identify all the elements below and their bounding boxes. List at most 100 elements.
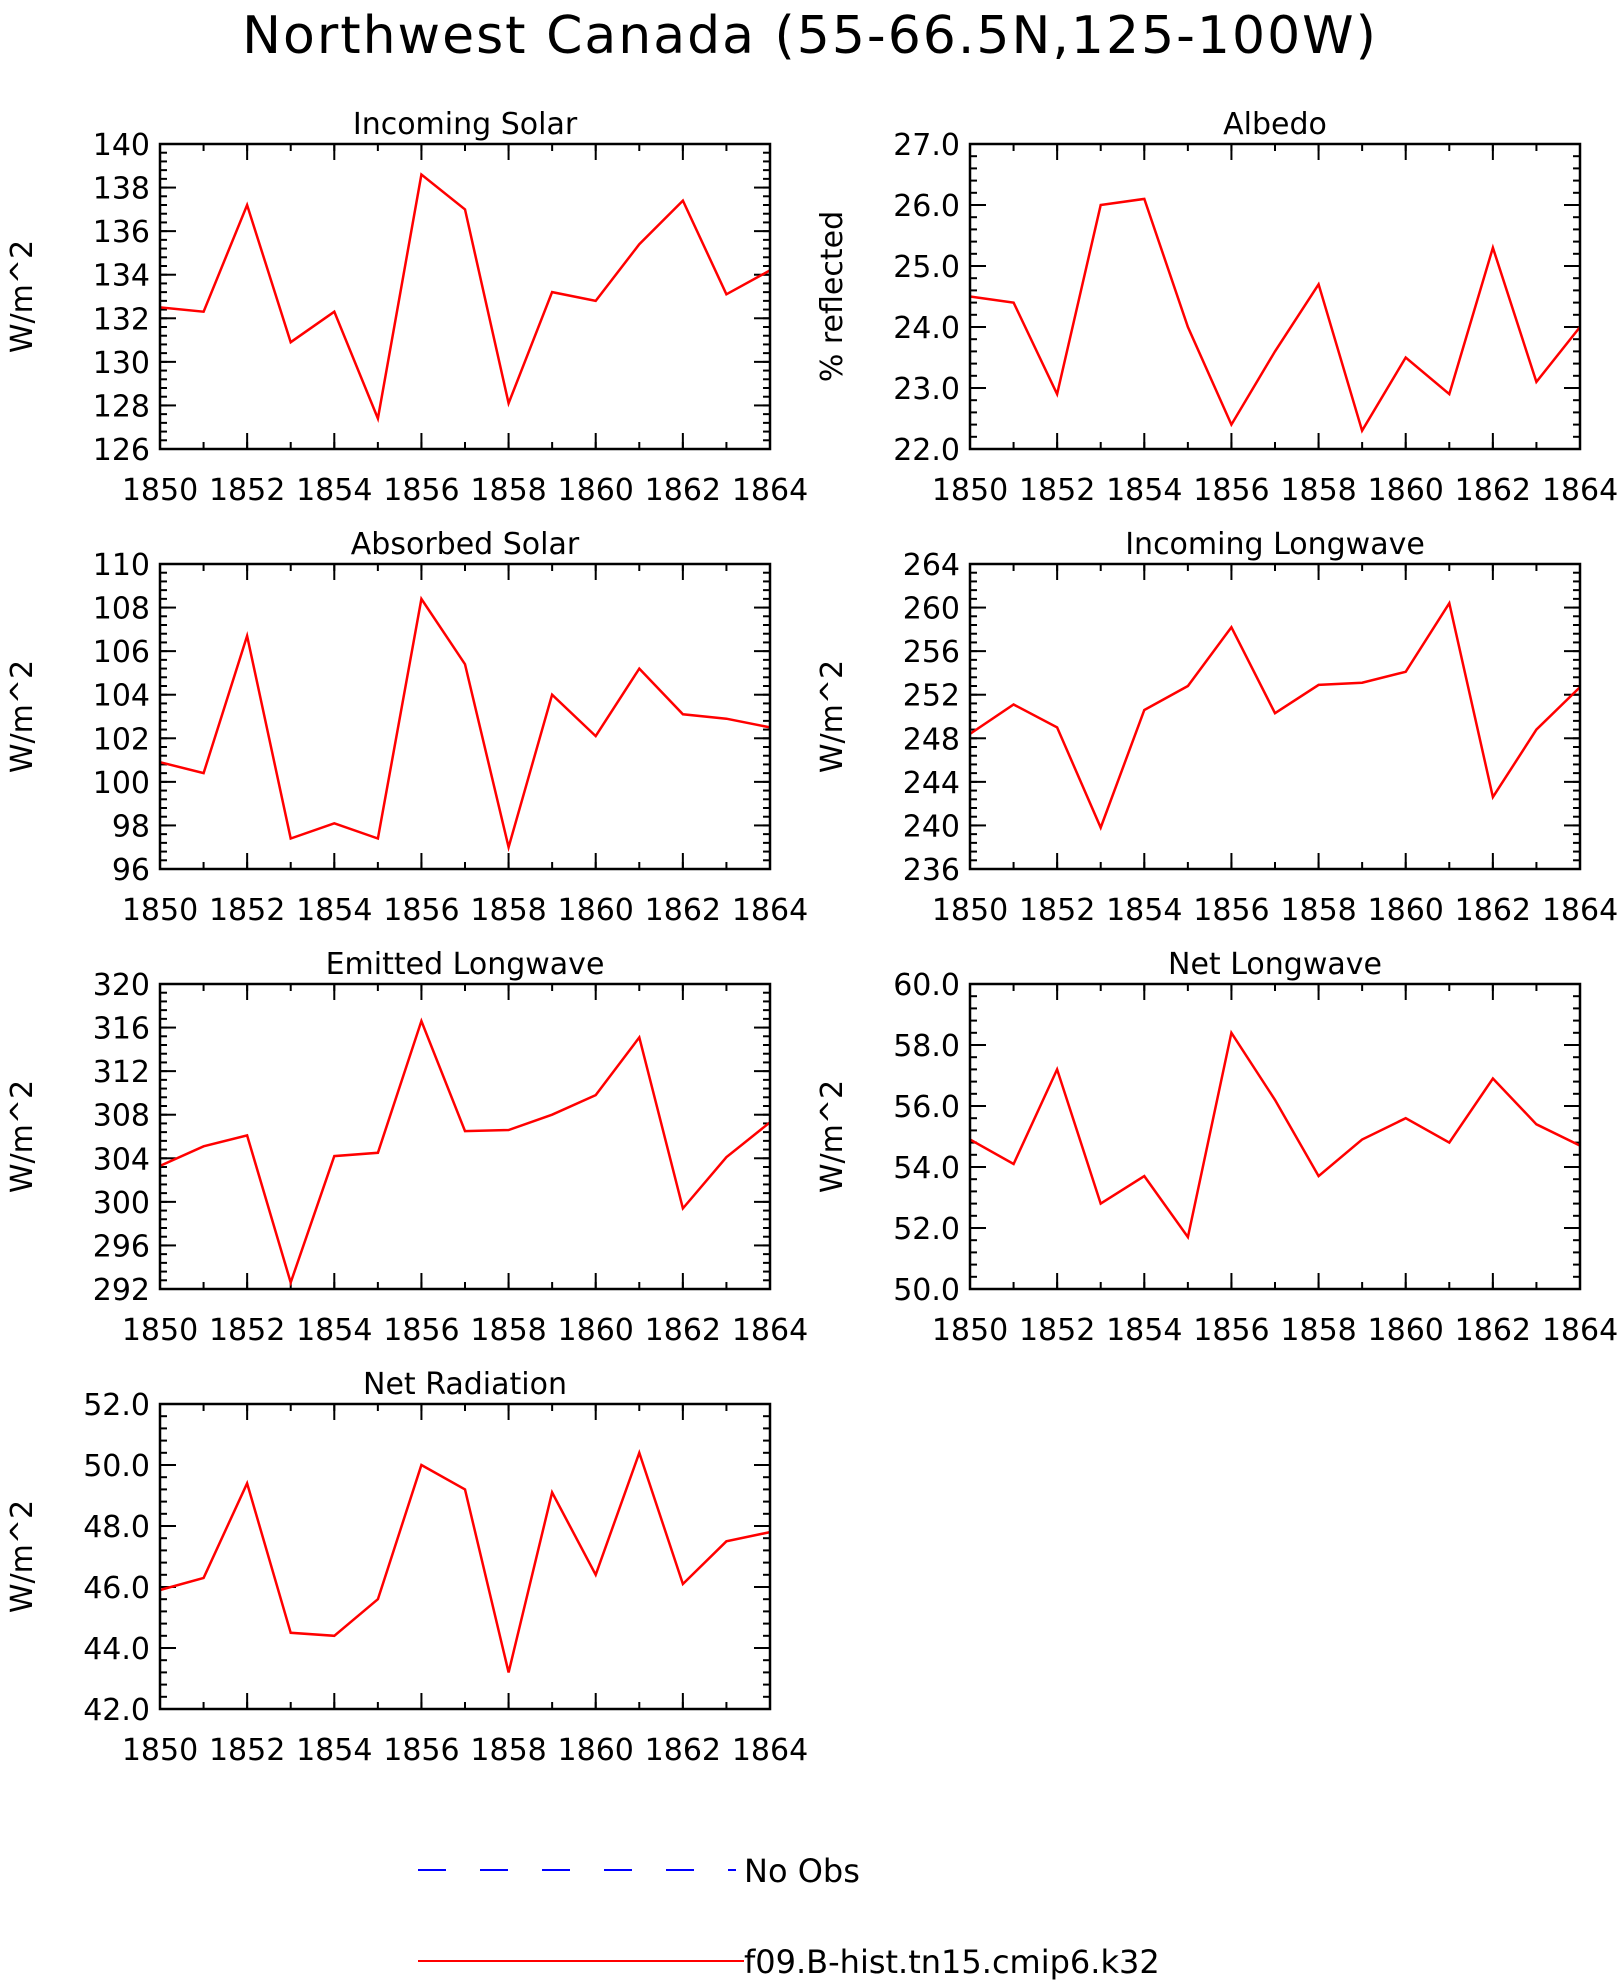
plot-frame [158, 1402, 772, 1711]
x-tick-label: 1856 [383, 893, 459, 928]
x-tick-label: 1864 [732, 893, 808, 928]
y-tick-label: 110 [93, 548, 150, 583]
y-tick-label: 308 [93, 1099, 150, 1134]
x-tick-label: 1852 [209, 473, 285, 508]
y-axis-label: % reflected [815, 211, 850, 382]
legend-model-label: f09.B-hist.tn15.cmip6.k32 [744, 1943, 1160, 1980]
y-tick-label: 52.0 [893, 1212, 960, 1247]
y-tick-label: 26.0 [893, 189, 960, 224]
x-tick-label: 1860 [1368, 1313, 1444, 1348]
y-axis-label: W/m^2 [5, 660, 40, 773]
legend-obs-label: No Obs [744, 1852, 860, 1890]
y-tick-label: 54.0 [893, 1151, 960, 1186]
x-tick-label: 1864 [732, 473, 808, 508]
x-tick-label: 1862 [645, 1313, 721, 1348]
y-tick-label: 44.0 [83, 1632, 150, 1667]
x-tick-label: 1864 [732, 1733, 808, 1768]
y-tick-label: 312 [93, 1055, 150, 1090]
legend: No Obs f09.B-hist.tn15.cmip6.k32 [418, 1852, 1160, 1980]
x-tick-label: 1854 [1106, 473, 1182, 508]
data-series-line [969, 1029, 1581, 1241]
x-tick-label: 1862 [645, 1733, 721, 1768]
plot-frame [968, 982, 1582, 1291]
y-axis-label: W/m^2 [5, 240, 40, 353]
y-tick-label: 320 [93, 968, 150, 1003]
x-tick-label: 1864 [1542, 473, 1618, 508]
y-tick-label: 236 [903, 853, 960, 888]
x-tick-label: 1860 [558, 1313, 634, 1348]
chart-panel-7: Net Radiation W/m^2 42.0 44.0 46.0 48.0 50.0 52… [5, 1367, 808, 1768]
data-series-line [159, 1017, 771, 1287]
x-tick-label: 1850 [122, 473, 198, 508]
x-tick-label: 1856 [1193, 473, 1269, 508]
y-axis-label: W/m^2 [815, 1080, 850, 1193]
chart-title: Absorbed Solar [351, 527, 580, 562]
x-tick-label: 1854 [296, 473, 372, 508]
data-series-line [159, 595, 771, 853]
y-axis-label: W/m^2 [5, 1080, 40, 1193]
y-tick-label: 304 [93, 1142, 150, 1177]
x-tick-label: 1852 [1019, 893, 1095, 928]
x-tick-label: 1854 [1106, 893, 1182, 928]
y-tick-label: 300 [93, 1186, 150, 1221]
x-tick-label: 1858 [470, 473, 546, 508]
plot-frame [968, 142, 1582, 451]
x-tick-label: 1860 [1368, 473, 1444, 508]
y-tick-label: 108 [93, 592, 150, 627]
y-tick-label: 50.0 [83, 1449, 150, 1484]
x-tick-label: 1852 [209, 1313, 285, 1348]
x-tick-label: 1850 [932, 1313, 1008, 1348]
y-tick-label: 52.0 [83, 1388, 150, 1423]
y-tick-label: 106 [93, 635, 150, 670]
x-tick-label: 1850 [122, 1733, 198, 1768]
x-tick-label: 1854 [1106, 1313, 1182, 1348]
x-tick-label: 1858 [1280, 893, 1356, 928]
y-tick-label: 23.0 [893, 372, 960, 407]
x-tick-label: 1854 [296, 1733, 372, 1768]
chart-title: Incoming Longwave [1125, 527, 1425, 562]
chart-title: Net Longwave [1168, 947, 1382, 982]
chart-panel-6: Net Longwave W/m^2 50.0 52.0 54.0 56.0 58.0 60.… [815, 947, 1618, 1348]
x-tick-label: 1860 [558, 473, 634, 508]
y-tick-label: 140 [93, 128, 150, 163]
y-tick-label: 48.0 [83, 1510, 150, 1545]
y-tick-label: 46.0 [83, 1571, 150, 1606]
x-tick-label: 1858 [470, 1733, 546, 1768]
y-tick-label: 252 [903, 679, 960, 714]
chart-title: Net Radiation [363, 1367, 567, 1402]
x-tick-label: 1852 [1019, 1313, 1095, 1348]
y-tick-label: 50.0 [893, 1273, 960, 1308]
chart-panels: Incoming Solar W/m^2 126 128 130 132 134 136 138… [5, 107, 1618, 1768]
plot-frame [158, 982, 772, 1291]
y-tick-label: 104 [93, 679, 150, 714]
y-tick-label: 96 [112, 853, 150, 888]
x-tick-label: 1854 [296, 893, 372, 928]
plot-frame [968, 562, 1582, 871]
y-tick-label: 264 [903, 548, 960, 583]
y-tick-label: 316 [93, 1012, 150, 1047]
chart-title: Emitted Longwave [326, 947, 605, 982]
x-tick-label: 1862 [1455, 473, 1531, 508]
data-series-line [159, 172, 771, 423]
y-tick-label: 56.0 [893, 1090, 960, 1125]
x-tick-label: 1860 [1368, 893, 1444, 928]
y-tick-label: 134 [93, 259, 150, 294]
plot-frame [158, 562, 772, 871]
x-tick-label: 1850 [932, 893, 1008, 928]
y-tick-label: 128 [93, 389, 150, 424]
y-tick-label: 292 [93, 1273, 150, 1308]
x-tick-label: 1852 [1019, 473, 1095, 508]
y-tick-label: 248 [903, 722, 960, 757]
y-axis-label: W/m^2 [815, 660, 850, 773]
y-tick-label: 27.0 [893, 128, 960, 163]
x-tick-label: 1860 [558, 893, 634, 928]
y-tick-label: 24.0 [893, 311, 960, 346]
y-tick-label: 256 [903, 635, 960, 670]
x-tick-label: 1862 [645, 473, 721, 508]
x-tick-label: 1856 [383, 473, 459, 508]
chart-panel-3: Absorbed Solar W/m^2 96 98 100 102 104 106 108 11… [5, 527, 808, 928]
y-tick-label: 130 [93, 346, 150, 381]
x-tick-label: 1858 [1280, 473, 1356, 508]
chart-title: Incoming Solar [353, 107, 578, 142]
x-tick-label: 1856 [383, 1733, 459, 1768]
